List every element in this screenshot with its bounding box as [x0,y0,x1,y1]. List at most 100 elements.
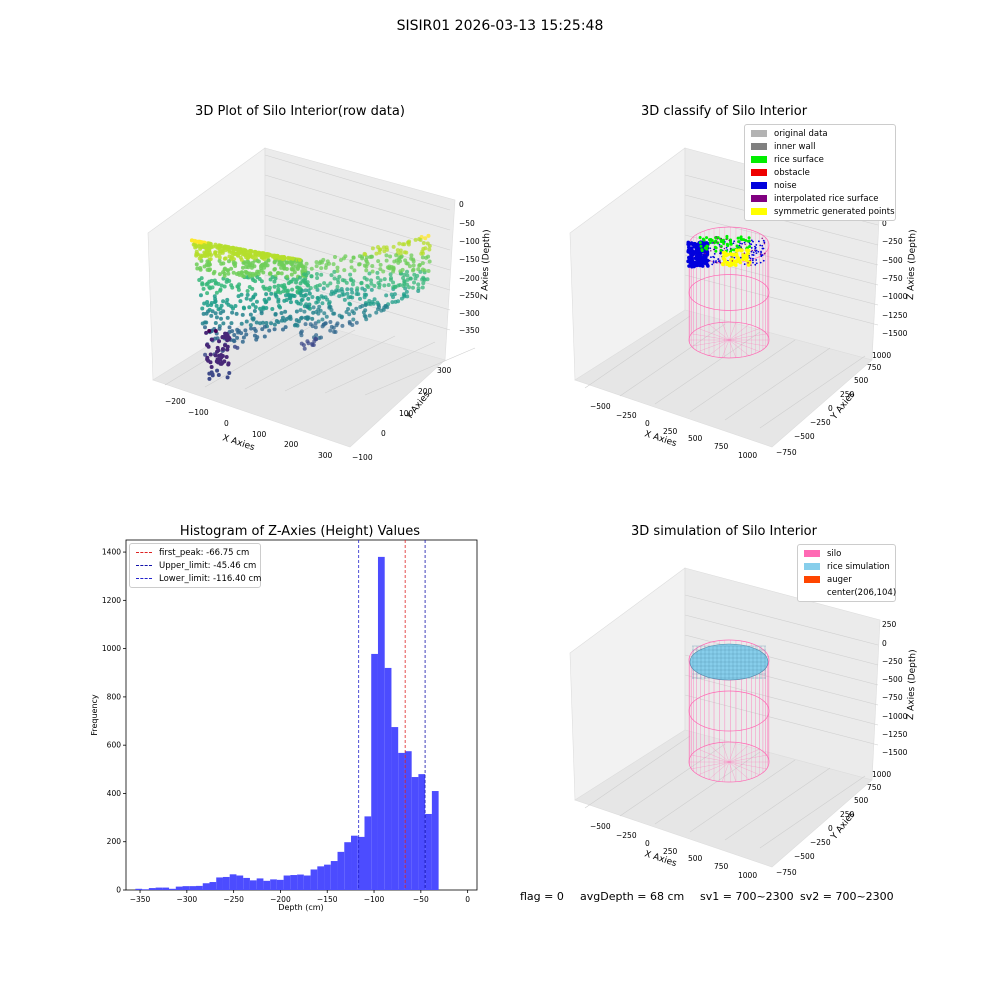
raw-data-point [194,262,199,267]
raw-data-point [220,360,225,365]
raw-data-point [204,330,209,335]
raw-data-point [391,244,396,249]
raw-data-point [400,242,405,247]
noise-point [709,247,712,250]
plot4-xtick: −250 [616,831,637,840]
raw-data-point [200,282,205,287]
symmetric-point [734,259,738,263]
plot4-title: 3D simulation of Silo Interior [631,524,817,539]
interpolated-point [743,252,746,254]
raw-data-point [244,332,249,337]
histogram-bar [418,774,426,890]
noise-point [705,259,709,263]
legend-label: first_peak: -66.75 cm [159,547,250,558]
raw-data-point [239,292,244,297]
silo-spoke [721,761,730,782]
raw-data-point [313,325,318,330]
rice-surface-point [700,248,704,252]
raw-data-point [302,272,307,277]
histogram-bar [155,887,163,890]
raw-data-point [351,317,356,322]
raw-data-point [422,268,427,273]
raw-data-point [255,258,260,263]
raw-data-point [209,337,214,342]
interpolated-point [728,239,730,242]
raw-data-point [208,352,213,357]
noise-point [733,256,736,259]
raw-data-point [217,272,222,277]
raw-data-point [335,265,340,270]
noise-point [717,258,720,261]
raw-data-point [207,285,212,290]
interpolated-point [716,262,718,264]
histogram-bar [243,877,250,890]
raw-data-point [299,329,304,334]
raw-data-point [369,281,374,286]
legend-item-inner-wall: inner wall [745,140,895,153]
noise-point [748,242,751,245]
legend-swatch [804,550,820,557]
raw-data-point [225,315,230,320]
noise-point [719,252,722,255]
raw-data-point [225,268,230,273]
raw-data-point [298,316,303,321]
plot4-ytick: −250 [810,838,831,847]
plot3-title: Histogram of Z-Axies (Height) Values [179,524,421,539]
raw-data-point [355,286,360,291]
interpolated-point [740,246,742,248]
interpolated-point [715,236,717,238]
raw-data-point [421,281,426,286]
raw-data-point [255,275,260,280]
raw-data-point [349,265,354,270]
plot4-zlabel: Z Axies (Depth) [906,649,918,720]
raw-data-point [420,249,425,254]
plot2-xtick: 1000 [738,451,757,460]
noise-point [690,264,694,269]
raw-data-point [391,267,396,272]
raw-data-point [313,321,318,326]
raw-data-point [388,272,393,277]
raw-data-point [409,253,414,258]
plot2-ztick: −500 [882,256,903,265]
interpolated-point [720,246,722,248]
raw-data-point [294,299,299,304]
raw-data-point [267,296,272,301]
grid-line [284,335,396,392]
plot2-classified-points [686,234,766,269]
x-tick-label: −200 [270,895,291,904]
raw-data-point [267,288,272,293]
histogram-bar [351,835,358,890]
raw-data-point [221,321,226,326]
raw-data-point [213,320,218,325]
noise-point [752,254,755,256]
raw-data-point [241,305,246,310]
plot1-ztick: −300 [459,309,480,318]
plot1-ytick: −100 [352,453,373,462]
raw-data-point [288,300,293,305]
raw-data-point [420,255,425,260]
raw-data-point [302,309,307,314]
raw-data-point [322,281,327,286]
raw-data-point [347,319,352,324]
plot2-xtick: −500 [590,402,611,411]
raw-data-point [261,284,266,289]
plot1-xtick: −200 [165,397,186,406]
raw-data-point [315,276,320,281]
raw-data-point [290,256,295,261]
histogram-bar [371,653,378,890]
raw-data-point [341,256,346,261]
legend-item-upper-limit: Upper_limit: -45.46 cm [130,559,260,572]
raw-data-point [303,265,308,270]
raw-data-point [232,333,237,338]
raw-data-point [237,272,242,277]
legend-label: noise [774,180,797,191]
plot2-ytick: −750 [776,448,797,457]
raw-data-point [421,241,426,246]
legend-item-original-data: original data [745,127,895,140]
plot4-ytick: 1000 [872,770,891,779]
legend-label: obstacle [774,167,810,178]
raw-data-point [315,299,320,304]
plot4-3d-simulation: −500 −250 0 250 500 750 1000 −750 −500 −… [569,567,918,880]
plot1-xtick: 0 [224,419,229,428]
grid-line [684,214,879,266]
